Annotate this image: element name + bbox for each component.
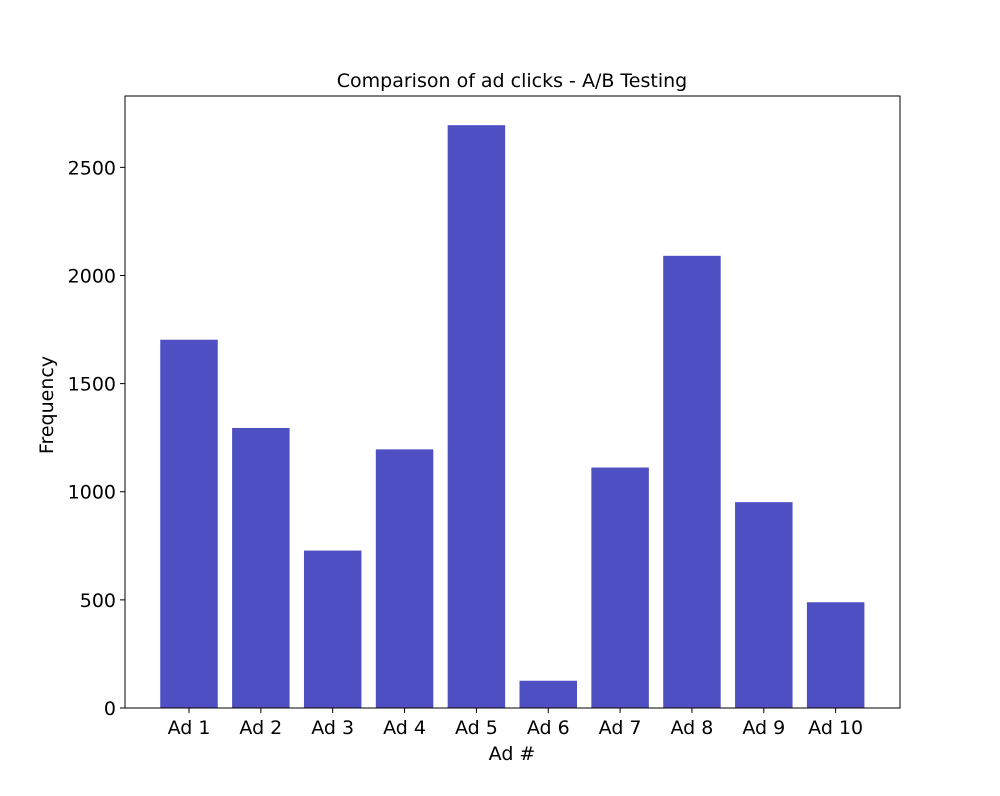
plot-frame [124,95,901,709]
bar-4 [375,449,434,708]
bar-10 [806,602,865,708]
x-tick-label: Ad 7 [599,717,642,739]
y-tick-label: 2000 [68,265,116,287]
x-tick-label: Ad 3 [311,717,354,739]
x-tick-label: Ad 4 [383,717,426,739]
bar-8 [663,255,721,708]
x-axis-label: Ad # [489,743,536,765]
x-tick-label: Ad 1 [168,717,211,739]
bars-group [160,125,865,708]
x-tick-label: Ad 8 [671,717,714,739]
y-axis: 0 500 1000 1500 2000 2500 [68,157,125,720]
y-tick-label: 1500 [68,374,116,396]
x-tick-label: Ad 9 [742,717,785,739]
y-axis-label: Frequency [36,356,58,454]
bar-2 [232,427,290,708]
x-tick-label: Ad 5 [455,717,498,739]
y-tick-label: 500 [80,590,116,612]
bar-5 [447,125,506,708]
y-tick-label: 2500 [68,157,116,179]
x-tick-label: Ad 2 [239,717,282,739]
chart-title: Comparison of ad clicks - A/B Testing [337,70,687,92]
bar-7 [591,467,649,708]
bar-9 [735,502,793,708]
x-tick-label: Ad 6 [527,717,570,739]
bar-6 [519,680,577,708]
x-axis: Ad 1 Ad 2 Ad 3 Ad 4 Ad 5 Ad 6 Ad 7 Ad 8 Ad 9 Ad 1… [168,708,863,739]
x-tick-label: Ad 10 [808,717,863,739]
y-tick-label: 0 [104,698,116,720]
y-tick-label: 1000 [68,482,116,504]
bar-1 [160,339,218,708]
bar-3 [303,550,362,708]
